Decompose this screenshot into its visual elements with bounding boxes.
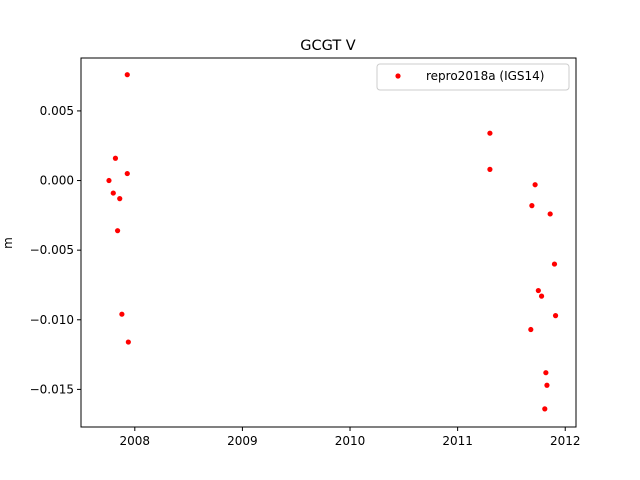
x-tick-label: 2010 [335, 434, 366, 448]
legend: repro2018a (IGS14) [377, 64, 569, 90]
data-point [544, 383, 549, 388]
data-point [106, 178, 111, 183]
y-tick-label: −0.005 [30, 243, 74, 257]
data-point [126, 339, 131, 344]
y-axis-label: m [1, 237, 15, 249]
data-point [548, 211, 553, 216]
data-point [487, 131, 492, 136]
legend-label: repro2018a (IGS14) [426, 69, 544, 83]
x-tick-label: 2009 [227, 434, 258, 448]
y-axis: −0.015 −0.010 −0.005 0.000 0.005 [30, 104, 81, 396]
data-point [487, 167, 492, 172]
data-point [111, 190, 116, 195]
data-point [528, 327, 533, 332]
data-point [552, 261, 557, 266]
data-point [543, 370, 548, 375]
legend-marker [395, 73, 400, 78]
data-point [125, 171, 130, 176]
y-tick-label: 0.005 [40, 104, 74, 118]
y-tick-label: −0.015 [30, 382, 74, 396]
x-tick-label: 2008 [120, 434, 151, 448]
data-point [536, 288, 541, 293]
data-point [533, 182, 538, 187]
x-axis: 2008 2009 2010 2011 2012 [120, 427, 581, 448]
y-tick-label: 0.000 [40, 174, 74, 188]
data-point [542, 406, 547, 411]
x-tick-label: 2012 [550, 434, 581, 448]
data-point [117, 196, 122, 201]
x-tick-label: 2011 [442, 434, 473, 448]
chart-title: GCGT V [300, 38, 356, 54]
plot-area [81, 58, 576, 427]
data-point [113, 156, 118, 161]
y-tick-label: −0.010 [30, 313, 74, 327]
data-point [125, 72, 130, 77]
data-point [539, 294, 544, 299]
data-point [553, 313, 558, 318]
data-point [115, 228, 120, 233]
data-point [529, 203, 534, 208]
data-points [106, 72, 558, 411]
data-point [119, 312, 124, 317]
